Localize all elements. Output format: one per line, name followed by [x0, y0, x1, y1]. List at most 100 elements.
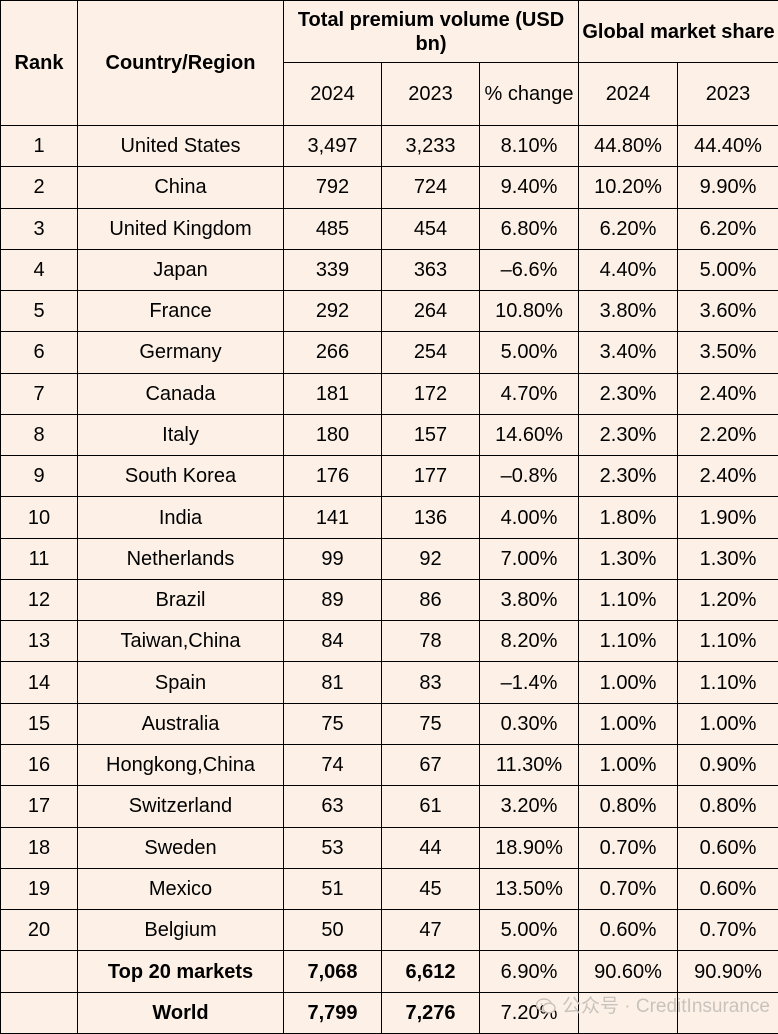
share-2024-cell: 6.20% [578, 207, 678, 250]
header-share-2024: 2024 [578, 62, 678, 126]
table-row: 15 Australia 75 75 0.30% 1.00% 1.00% [0, 702, 778, 745]
share-2023-cell: 2.40% [677, 455, 778, 498]
header-row-top: Rank Country/Region Total premium volume… [0, 0, 778, 126]
header-pct-change: % change [479, 62, 579, 126]
share-2024-cell: 3.80% [578, 290, 678, 333]
table-row: 14 Spain 81 83 –1.4% 1.00% 1.10% [0, 661, 778, 704]
country-cell: United States [77, 124, 284, 168]
country-cell: Top 20 markets [77, 950, 284, 993]
header-country: Country/Region [77, 0, 284, 126]
rank-cell: 6 [0, 331, 78, 374]
volume-2024-cell: 89 [283, 578, 382, 622]
share-2024-cell: 1.00% [578, 661, 678, 704]
share-2023-cell: 1.00% [677, 702, 778, 745]
header-vol-2024: 2024 [283, 62, 382, 126]
change-cell: 7.20% [479, 991, 579, 1034]
volume-2023-cell: 67 [381, 743, 480, 787]
volume-2024-cell: 181 [283, 372, 382, 415]
share-2024-cell: 0.60% [578, 909, 678, 952]
share-2023-cell: 1.20% [677, 578, 778, 622]
table-row: 16 Hongkong,China 74 67 11.30% 1.00% 0.90% [0, 743, 778, 787]
volume-2023-cell: 83 [381, 661, 480, 704]
share-2023-cell: 0.60% [677, 826, 778, 869]
rank-cell: 10 [0, 496, 78, 539]
country-cell: Mexico [77, 867, 284, 911]
volume-2023-cell: 7,276 [381, 991, 480, 1034]
share-2024-cell [578, 991, 678, 1034]
change-cell: 6.80% [479, 207, 579, 250]
table-body: 1 United States 3,497 3,233 8.10% 44.80% 44.40… [0, 124, 778, 952]
volume-2024-cell: 7,068 [283, 950, 382, 993]
country-cell: World [77, 991, 284, 1034]
share-2024-cell: 1.00% [578, 743, 678, 787]
change-cell: 5.00% [479, 909, 579, 952]
country-cell: Netherlands [77, 537, 284, 580]
share-2023-cell [677, 991, 778, 1034]
share-2023-cell: 3.50% [677, 331, 778, 374]
volume-2023-cell: 75 [381, 702, 480, 745]
total-row: Top 20 markets 7,068 6,612 6.90% 90.60% 90.90… [0, 950, 778, 993]
share-2023-cell: 44.40% [677, 124, 778, 168]
rank-cell: 17 [0, 785, 78, 828]
volume-2023-cell: 86 [381, 578, 480, 622]
country-cell: Italy [77, 413, 284, 457]
table-row: 10 India 141 136 4.00% 1.80% 1.90% [0, 496, 778, 539]
share-2023-cell: 0.60% [677, 867, 778, 911]
share-2024-cell: 3.40% [578, 331, 678, 374]
table-row: 18 Sweden 53 44 18.90% 0.70% 0.60% [0, 826, 778, 869]
share-2024-cell: 1.10% [578, 620, 678, 663]
country-cell: India [77, 496, 284, 539]
volume-2023-cell: 264 [381, 290, 480, 333]
share-2023-cell: 0.80% [677, 785, 778, 828]
volume-2024-cell: 7,799 [283, 991, 382, 1034]
volume-2024-cell: 50 [283, 909, 382, 952]
share-2023-cell: 2.40% [677, 372, 778, 415]
share-2024-cell: 2.30% [578, 413, 678, 457]
volume-2024-cell: 141 [283, 496, 382, 539]
rank-cell: 16 [0, 743, 78, 787]
table-row: 2 China 792 724 9.40% 10.20% 9.90% [0, 166, 778, 209]
volume-2023-cell: 136 [381, 496, 480, 539]
change-cell: 4.70% [479, 372, 579, 415]
volume-2024-cell: 339 [283, 248, 382, 292]
volume-2023-cell: 61 [381, 785, 480, 828]
volume-2023-cell: 47 [381, 909, 480, 952]
country-cell: Taiwan,China [77, 620, 284, 663]
volume-2024-cell: 74 [283, 743, 382, 787]
rank-cell: 1 [0, 124, 78, 168]
volume-2023-cell: 78 [381, 620, 480, 663]
share-2023-cell: 1.10% [677, 620, 778, 663]
share-2024-cell: 0.70% [578, 867, 678, 911]
table-row: 3 United Kingdom 485 454 6.80% 6.20% 6.20% [0, 207, 778, 250]
change-cell: 3.20% [479, 785, 579, 828]
share-2024-cell: 4.40% [578, 248, 678, 292]
table-row: 11 Netherlands 99 92 7.00% 1.30% 1.30% [0, 537, 778, 580]
change-cell: –6.6% [479, 248, 579, 292]
share-2024-cell: 0.70% [578, 826, 678, 869]
country-cell: France [77, 290, 284, 333]
header-share-2023: 2023 [677, 62, 778, 126]
volume-2024-cell: 180 [283, 413, 382, 457]
volume-2023-cell: 724 [381, 166, 480, 209]
volume-2023-cell: 157 [381, 413, 480, 457]
country-cell: Brazil [77, 578, 284, 622]
rank-cell: 19 [0, 867, 78, 911]
table-row: 5 France 292 264 10.80% 3.80% 3.60% [0, 290, 778, 333]
rank-cell: 14 [0, 661, 78, 704]
share-2023-cell: 1.30% [677, 537, 778, 580]
table-row: 4 Japan 339 363 –6.6% 4.40% 5.00% [0, 248, 778, 292]
share-2023-cell: 1.90% [677, 496, 778, 539]
header-rank: Rank [0, 0, 78, 126]
change-cell: 9.40% [479, 166, 579, 209]
rank-cell: 5 [0, 290, 78, 333]
share-2024-cell: 1.10% [578, 578, 678, 622]
change-cell: –1.4% [479, 661, 579, 704]
share-2023-cell: 5.00% [677, 248, 778, 292]
rank-cell: 9 [0, 455, 78, 498]
volume-2023-cell: 3,233 [381, 124, 480, 168]
header-row-sub: 2024 2023 % change 2024 2023 [1, 62, 778, 126]
volume-2023-cell: 177 [381, 455, 480, 498]
rank-cell: 4 [0, 248, 78, 292]
share-2023-cell: 0.90% [677, 743, 778, 787]
volume-2024-cell: 51 [283, 867, 382, 911]
